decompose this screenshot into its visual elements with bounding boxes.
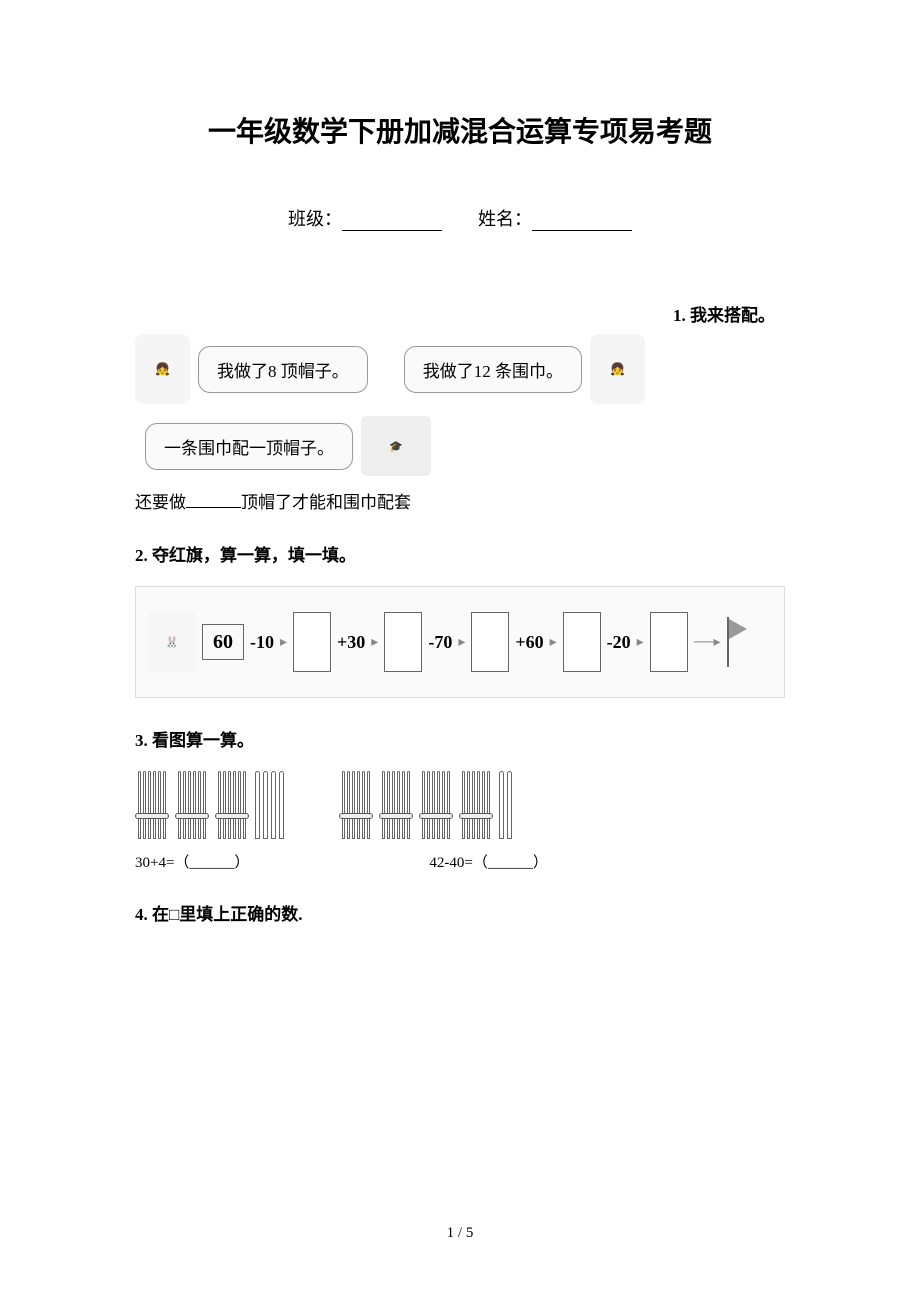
- name-label: 姓名：: [478, 209, 532, 229]
- q4-heading: 4. 在□里填上正确的数.: [135, 900, 785, 925]
- single-sticks-icon: [499, 771, 512, 839]
- girl-right-icon: 👧: [590, 334, 645, 404]
- q3-images: [135, 771, 785, 839]
- q3-heading: 3. 看图算一算。: [135, 726, 785, 751]
- arrow-icon: ▸: [458, 634, 465, 651]
- stick-bundle-icon: [135, 771, 169, 839]
- q1-text-before: 还要做: [135, 493, 186, 512]
- q1-blank[interactable]: [186, 494, 241, 508]
- stick-bundle-icon: [459, 771, 493, 839]
- q2-box-2[interactable]: [471, 612, 509, 672]
- q2-op-0: -10: [250, 632, 274, 653]
- q1-images: 👧 我做了8 顶帽子。 我做了12 条围巾。 👧 一条围巾配一顶帽子。 🎓: [135, 334, 785, 476]
- arrow-icon: ▸: [371, 634, 378, 651]
- girl-left-icon: 👧: [135, 334, 190, 404]
- graduate-icon: 🎓: [361, 416, 431, 476]
- stick-bundle-icon: [339, 771, 373, 839]
- stick-bundle-icon: [215, 771, 249, 839]
- q1-fill-text: 还要做 顶帽了才能和围巾配套: [135, 488, 785, 513]
- q2-chain: 🐰 60 -10 ▸ +30 ▸ -70 ▸ +60 ▸ -20 ▸ ──▸: [135, 586, 785, 698]
- stick-bundle-icon: [419, 771, 453, 839]
- stick-bundle-icon: [175, 771, 209, 839]
- q2-op-3: +60: [515, 632, 543, 653]
- stick-bundle-icon: [379, 771, 413, 839]
- q2-box-4[interactable]: [650, 612, 688, 672]
- q2-op-4: -20: [607, 632, 631, 653]
- q2-start: 60: [202, 624, 244, 660]
- speech-right: 我做了12 条围巾。: [404, 346, 582, 393]
- header-row: 班级： 姓名：: [135, 205, 785, 231]
- q3-expr-right: 42-40=（______）: [429, 851, 547, 872]
- q3-answers: 30+4=（______） 42-40=（______）: [135, 851, 785, 872]
- page-title: 一年级数学下册加减混合运算专项易考题: [135, 110, 785, 150]
- q3-expr-left: 30+4=（______）: [135, 851, 249, 872]
- arrow-icon: ▸: [280, 634, 287, 651]
- speech-left: 我做了8 顶帽子。: [198, 346, 368, 393]
- q1-heading: 1. 我来搭配。: [135, 301, 785, 326]
- single-sticks-icon: [255, 771, 284, 839]
- q2-box-0[interactable]: [293, 612, 331, 672]
- q1-text-after: 顶帽了才能和围巾配套: [241, 493, 411, 512]
- class-label: 班级：: [288, 209, 342, 229]
- q2-box-1[interactable]: [384, 612, 422, 672]
- q2-box-3[interactable]: [563, 612, 601, 672]
- arrow-icon: ▸: [550, 634, 557, 651]
- class-blank[interactable]: [342, 215, 442, 231]
- q2-op-1: +30: [337, 632, 365, 653]
- q3-right-sticks: [339, 771, 512, 839]
- q2-op-2: -70: [428, 632, 452, 653]
- arrow-icon: ──▸: [694, 634, 721, 651]
- q2-heading: 2. 夺红旗，算一算，填一填。: [135, 541, 785, 566]
- arrow-icon: ▸: [637, 634, 644, 651]
- name-blank[interactable]: [532, 215, 632, 231]
- flag-icon: [727, 617, 749, 667]
- rabbit-icon: 🐰: [148, 611, 196, 673]
- speech-bottom: 一条围巾配一顶帽子。: [145, 423, 353, 470]
- page-number: 1 / 5: [0, 1225, 920, 1242]
- q3-left-sticks: [135, 771, 284, 839]
